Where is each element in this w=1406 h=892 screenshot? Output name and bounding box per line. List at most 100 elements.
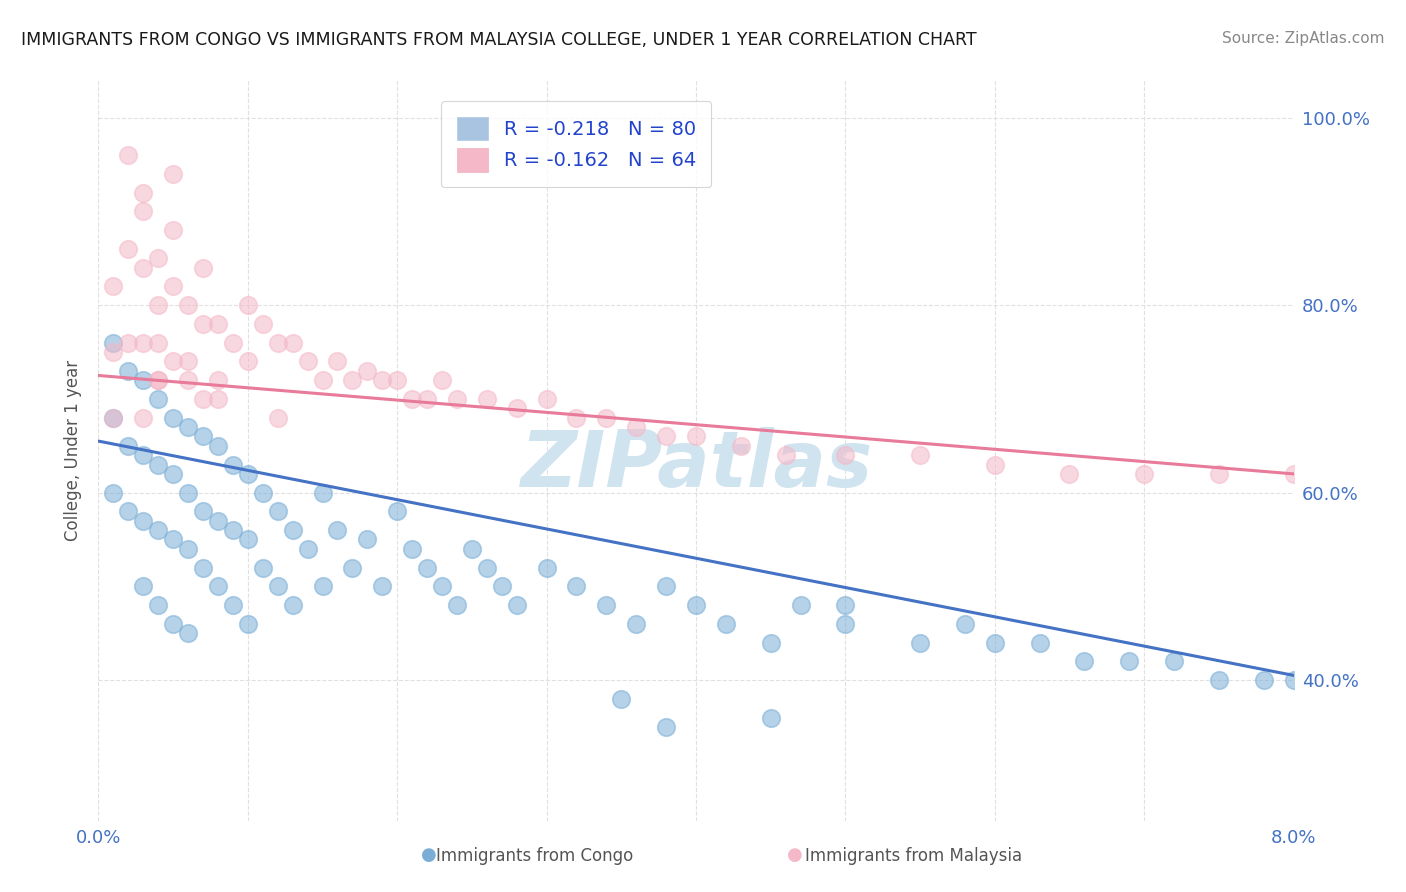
Point	[162, 223, 184, 237]
Point	[626, 616, 648, 631]
Point	[536, 560, 558, 574]
Point	[461, 541, 484, 556]
Point	[132, 260, 155, 275]
Point	[162, 533, 184, 547]
Point	[297, 541, 319, 556]
Point	[834, 616, 856, 631]
Point	[117, 439, 139, 453]
Text: ZIPatlas: ZIPatlas	[520, 427, 872, 503]
Point	[103, 335, 125, 350]
Point	[191, 392, 214, 406]
Point	[103, 345, 125, 359]
Point	[132, 410, 155, 425]
Point	[191, 429, 214, 443]
Point	[342, 560, 364, 574]
Point	[834, 598, 856, 612]
Point	[222, 335, 245, 350]
Point	[207, 373, 229, 387]
Point	[595, 410, 617, 425]
Point	[267, 579, 290, 593]
Point	[759, 710, 782, 724]
Point	[416, 560, 439, 574]
Point	[148, 373, 170, 387]
Point	[371, 579, 394, 593]
Point	[475, 392, 498, 406]
Point	[730, 439, 752, 453]
Point	[117, 148, 139, 162]
Point	[103, 485, 125, 500]
Point	[655, 429, 678, 443]
Point	[236, 467, 259, 481]
Point	[117, 364, 139, 378]
Text: Source: ZipAtlas.com: Source: ZipAtlas.com	[1222, 31, 1385, 46]
Point	[177, 420, 200, 434]
Point	[207, 579, 229, 593]
Point	[1059, 467, 1081, 481]
Point	[162, 410, 184, 425]
Point	[207, 317, 229, 331]
Point	[311, 373, 333, 387]
Point	[252, 485, 274, 500]
Point	[371, 373, 394, 387]
Y-axis label: College, Under 1 year: College, Under 1 year	[65, 359, 83, 541]
Point	[446, 598, 468, 612]
Point	[281, 335, 304, 350]
Point	[759, 635, 782, 649]
Point	[416, 392, 439, 406]
Point	[281, 523, 304, 537]
Point	[446, 392, 468, 406]
Point	[655, 720, 678, 734]
Text: Immigrants from Congo: Immigrants from Congo	[436, 847, 633, 864]
Point	[536, 392, 558, 406]
Point	[148, 252, 170, 266]
Point	[252, 560, 274, 574]
Point	[148, 298, 170, 312]
Point	[117, 504, 139, 518]
Point	[655, 579, 678, 593]
Point	[117, 242, 139, 256]
Point	[132, 204, 155, 219]
Point	[177, 298, 200, 312]
Point	[177, 485, 200, 500]
Point	[191, 260, 214, 275]
Text: IMMIGRANTS FROM CONGO VS IMMIGRANTS FROM MALAYSIA COLLEGE, UNDER 1 YEAR CORRELAT: IMMIGRANTS FROM CONGO VS IMMIGRANTS FROM…	[21, 31, 977, 49]
Point	[685, 598, 707, 612]
Point	[177, 373, 200, 387]
Point	[1118, 654, 1140, 668]
Point	[595, 598, 617, 612]
Point	[311, 485, 333, 500]
Point	[984, 458, 1007, 472]
Point	[207, 514, 229, 528]
Point	[132, 335, 155, 350]
Point	[162, 467, 184, 481]
Point	[207, 392, 229, 406]
Point	[148, 523, 170, 537]
Point	[506, 598, 529, 612]
Point	[117, 335, 139, 350]
Point	[1282, 467, 1305, 481]
Point	[326, 523, 349, 537]
Point	[984, 635, 1007, 649]
Point	[132, 579, 155, 593]
Point	[610, 691, 633, 706]
Point	[132, 186, 155, 200]
Point	[908, 448, 931, 462]
Point	[565, 579, 588, 593]
Point	[685, 429, 707, 443]
Point	[1073, 654, 1095, 668]
Point	[132, 514, 155, 528]
Point	[1163, 654, 1185, 668]
Text: ●: ●	[420, 846, 437, 863]
Point	[162, 279, 184, 293]
Point	[177, 626, 200, 640]
Point	[162, 167, 184, 181]
Point	[191, 317, 214, 331]
Point	[148, 373, 170, 387]
Point	[714, 616, 737, 631]
Point	[311, 579, 333, 593]
Point	[222, 458, 245, 472]
Point	[626, 420, 648, 434]
Point	[103, 410, 125, 425]
Point	[385, 373, 409, 387]
Point	[297, 354, 319, 368]
